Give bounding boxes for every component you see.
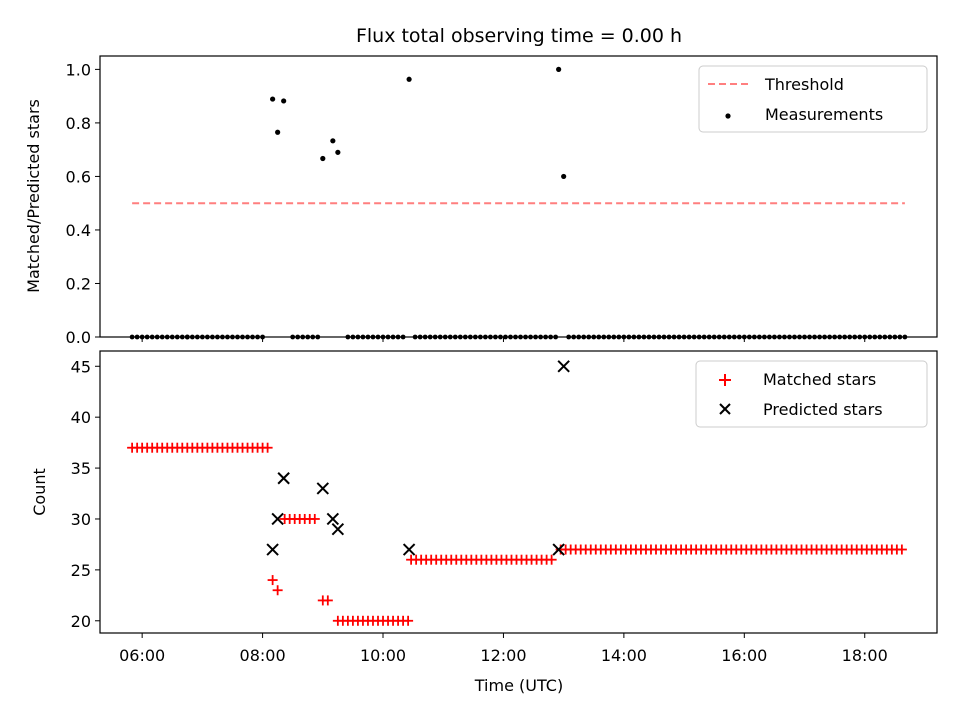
- predicted-stars-points: [266, 360, 570, 556]
- matched-stars-points: [127, 442, 907, 626]
- bottom-panel: 20 25 30 35 40 45 06:00 08:00 10:00 12:00 14:00 16…: [30, 350, 938, 695]
- measurement-point: [270, 96, 276, 102]
- top-y-tick-label: 1.0: [66, 60, 91, 79]
- matched-star-point: [262, 442, 273, 453]
- legend-matched-swatch: [719, 374, 731, 386]
- top-y-tick-label: 0.0: [66, 328, 91, 347]
- measurement-point: [330, 138, 336, 144]
- x-axis-label: Time (UTC): [474, 676, 563, 695]
- predicted-star-point: [402, 543, 416, 556]
- matched-star-point: [272, 585, 283, 596]
- bottom-legend: Matched stars Predicted stars: [695, 360, 928, 428]
- x-tick-label: 08:00: [240, 646, 286, 665]
- bottom-x-ticks: 06:00 08:00 10:00 12:00 14:00 16:00 18:00: [119, 633, 888, 665]
- x-tick-label: 18:00: [842, 646, 888, 665]
- predicted-star-point: [277, 472, 290, 485]
- bottom-y-axis-label: Count: [30, 468, 49, 516]
- measurement-point: [406, 76, 412, 82]
- matched-star-point: [309, 513, 320, 524]
- x-tick-label: 16:00: [721, 646, 767, 665]
- legend-predicted-swatch: [719, 403, 731, 415]
- top-x-ticks: [141, 337, 866, 342]
- measurement-point: [275, 129, 281, 135]
- matched-star-point: [267, 575, 278, 586]
- predicted-star-point: [316, 482, 330, 495]
- predicted-star-point: [266, 543, 279, 556]
- legend-threshold-label: Threshold: [764, 75, 844, 94]
- legend-measurements-swatch: [725, 113, 731, 119]
- predicted-star-point: [331, 522, 345, 536]
- legend-predicted-label: Predicted stars: [763, 400, 883, 419]
- bottom-y-tick-label: 25: [71, 561, 91, 580]
- matched-star-point: [896, 544, 907, 555]
- legend-matched-label: Matched stars: [763, 370, 876, 389]
- top-panel: 0.0 0.2 0.4 0.6 0.8 1.0 Matched/Predicted sta…: [24, 55, 938, 347]
- matched-star-point: [322, 595, 333, 606]
- top-legend-box: [698, 65, 928, 133]
- top-y-tick-label: 0.6: [66, 167, 91, 186]
- matched-star-point: [546, 554, 557, 565]
- matched-star-point: [403, 615, 414, 626]
- bottom-y-tick-label: 30: [71, 510, 91, 529]
- bottom-y-tick-label: 45: [71, 357, 91, 376]
- top-y-ticks: 0.0 0.2 0.4 0.6 0.8 1.0: [66, 60, 100, 347]
- x-tick-label: 10:00: [360, 646, 406, 665]
- top-legend: Threshold Measurements: [698, 65, 928, 133]
- bottom-y-tick-label: 35: [71, 459, 91, 478]
- bottom-y-tick-label: 20: [71, 612, 91, 631]
- predicted-star-point: [552, 543, 565, 556]
- bottom-y-tick-label: 40: [71, 408, 91, 427]
- x-tick-label: 06:00: [119, 646, 165, 665]
- measurement-point: [556, 66, 562, 72]
- measurement-point: [561, 173, 567, 180]
- predicted-star-point: [557, 360, 570, 373]
- predicted-star-point: [326, 512, 340, 526]
- top-plot-frame: [99, 55, 938, 338]
- bottom-y-ticks: 20 25 30 35 40 45: [71, 357, 100, 631]
- x-tick-label: 14:00: [601, 646, 647, 665]
- measurement-point: [320, 155, 326, 162]
- legend-measurements-label: Measurements: [765, 105, 883, 124]
- chart-title: Flux total observing time = 0.00 h: [356, 25, 682, 47]
- top-y-tick-label: 0.2: [66, 274, 91, 293]
- top-y-axis-label: Matched/Predicted stars: [24, 99, 43, 293]
- measurement-point: [335, 149, 341, 155]
- bottom-legend-box: [695, 360, 928, 428]
- top-y-tick-label: 0.4: [66, 221, 91, 240]
- measurement-point: [281, 98, 287, 104]
- top-y-tick-label: 0.8: [66, 114, 91, 133]
- predicted-star-point: [271, 512, 284, 526]
- x-tick-label: 12:00: [480, 646, 526, 665]
- bottom-plot-frame: [99, 350, 938, 634]
